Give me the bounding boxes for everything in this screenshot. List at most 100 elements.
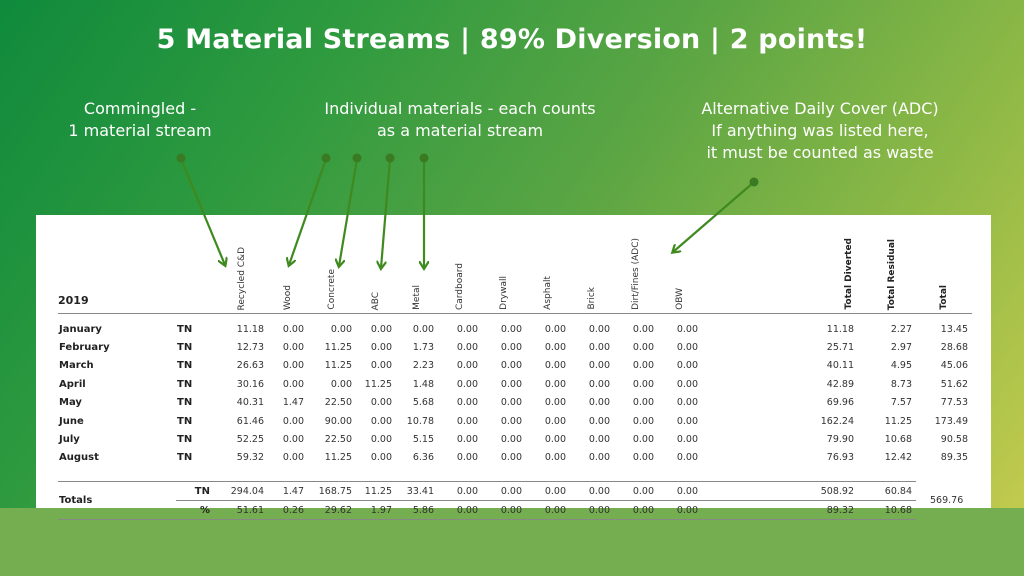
grand-total: 569.76 — [930, 495, 964, 507]
cell-value: 11.25 — [364, 378, 392, 390]
cell-value: 0.00 — [614, 500, 658, 521]
cell-value: 0.00 — [456, 452, 478, 464]
cell-value: 60.84 — [868, 481, 916, 501]
cell-value: 10.78 — [406, 415, 434, 427]
cell-value: 0.00 — [588, 323, 610, 335]
cell-value: 90.00 — [324, 415, 352, 427]
cell-value: 0.00 — [330, 323, 352, 335]
unit-label: TN — [177, 323, 193, 335]
report-panel: 2019 Recycled C&D Wood Concrete ABC Meta… — [36, 215, 991, 521]
cell-value: 1.48 — [412, 378, 434, 390]
cell-value: 12.73 — [236, 342, 264, 354]
unit-label: % — [176, 500, 216, 521]
cell-value: 0.00 — [658, 500, 702, 521]
cell-value: 0.00 — [632, 397, 654, 409]
cell-value: 294.04 — [216, 481, 268, 501]
headline: 5 Material Streams | 89% Diversion | 2 p… — [156, 24, 868, 55]
cell-value: 30.16 — [236, 378, 264, 390]
cell-value: 0.00 — [544, 323, 566, 335]
cell-value: 0.00 — [632, 360, 654, 372]
cell-value: 89.35 — [940, 452, 968, 464]
cell-value: 5.68 — [412, 397, 434, 409]
cell-value: 11.25 — [884, 415, 912, 427]
unit-label: TN — [177, 342, 193, 354]
totals-row-pct: % 51.61 0.26 29.62 1.97 5.86 0.00 0.00 0.00 0.00 0… — [58, 500, 972, 521]
cell-value: 0.00 — [588, 378, 610, 390]
cell-value: 0.00 — [526, 500, 570, 521]
unit-label: TN — [176, 481, 216, 501]
cell-value: 0.00 — [588, 452, 610, 464]
cell-value: 0.00 — [544, 378, 566, 390]
cell-value: 42.89 — [826, 378, 854, 390]
cell-value: 77.53 — [940, 397, 968, 409]
month-label: August — [59, 452, 99, 464]
cell-value: 0.00 — [500, 360, 522, 372]
month-label: May — [59, 397, 82, 409]
year-label: 2019 — [58, 215, 176, 314]
caption-line: Alternative Daily Cover (ADC) — [701, 99, 939, 118]
cell-value: 61.46 — [236, 415, 264, 427]
col-header: Total Residual — [887, 238, 897, 310]
cell-value: 89.32 — [702, 500, 868, 521]
caption-line: Commingled - — [83, 99, 197, 118]
cell-value: 6.36 — [412, 452, 434, 464]
cell-value: 0.00 — [370, 360, 392, 372]
cell-value: 0.00 — [370, 323, 392, 335]
cell-value: 1.47 — [268, 481, 308, 501]
cell-value: 22.50 — [324, 397, 352, 409]
cell-value: 0.00 — [438, 481, 482, 501]
cell-value: 5.86 — [396, 500, 438, 521]
cell-value: 0.00 — [282, 415, 304, 427]
col-header: Wood — [283, 284, 293, 310]
cell-value: 2.23 — [412, 360, 434, 372]
col-header: ABC — [371, 291, 381, 310]
col-header: Drywall — [499, 276, 509, 310]
cell-value: 7.57 — [890, 397, 912, 409]
unit-label: TN — [177, 360, 193, 372]
cell-value: 2.27 — [890, 323, 912, 335]
cell-value: 0.00 — [676, 342, 698, 354]
table-row: July TN 52.25 0.00 22.50 0.00 5.15 0.00 0.00 0.00… — [58, 430, 972, 448]
unit-label: TN — [177, 415, 193, 427]
cell-value: 0.00 — [632, 434, 654, 446]
cell-value: 0.00 — [526, 481, 570, 501]
cell-value: 4.95 — [890, 360, 912, 372]
cell-value: 0.00 — [282, 360, 304, 372]
cell-value: 0.00 — [588, 434, 610, 446]
caption-line: If anything was listed here, — [711, 121, 929, 140]
cell-value: 0.00 — [456, 397, 478, 409]
caption-line: 1 material stream — [68, 121, 212, 140]
cell-value: 51.62 — [940, 378, 968, 390]
cell-value: 12.42 — [884, 452, 912, 464]
month-label: April — [59, 378, 86, 390]
cell-value: 162.24 — [820, 415, 854, 427]
cell-value: 5.15 — [412, 434, 434, 446]
cell-value: 1.47 — [282, 397, 304, 409]
cell-value: 0.00 — [500, 378, 522, 390]
cell-value: 0.00 — [500, 397, 522, 409]
col-header: Recycled C&D — [237, 246, 247, 310]
cell-value: 0.00 — [370, 397, 392, 409]
unit-label: TN — [177, 452, 193, 464]
unit-label: TN — [177, 434, 193, 446]
cell-value: 0.00 — [588, 415, 610, 427]
table-row: March TN 26.63 0.00 11.25 0.00 2.23 0.00 0.00 0.0… — [58, 357, 972, 375]
unit-label: TN — [177, 378, 193, 390]
cell-value: 0.00 — [282, 452, 304, 464]
month-label: February — [59, 342, 110, 354]
table-row: April TN 30.16 0.00 0.00 11.25 1.48 0.00 0.00 0.0… — [58, 375, 972, 393]
caption-line: it must be counted as waste — [706, 143, 934, 162]
col-header: Total Diverted — [844, 238, 854, 310]
cell-value: 11.25 — [324, 360, 352, 372]
cell-value: 0.00 — [632, 323, 654, 335]
table-row: January TN 11.18 0.00 0.00 0.00 0.00 0.00 0.00 0.… — [58, 320, 972, 338]
cell-value: 29.62 — [308, 500, 356, 521]
caption-adc: Alternative Daily Cover (ADC) If anythin… — [660, 98, 980, 164]
cell-value: 0.00 — [438, 500, 482, 521]
cell-value: 0.00 — [500, 434, 522, 446]
cell-value: 0.00 — [544, 397, 566, 409]
cell-value: 0.00 — [456, 378, 478, 390]
cell-value: 0.00 — [330, 378, 352, 390]
col-header: Brick — [587, 287, 597, 310]
col-header: Dirt/Fines (ADC) — [631, 238, 641, 310]
